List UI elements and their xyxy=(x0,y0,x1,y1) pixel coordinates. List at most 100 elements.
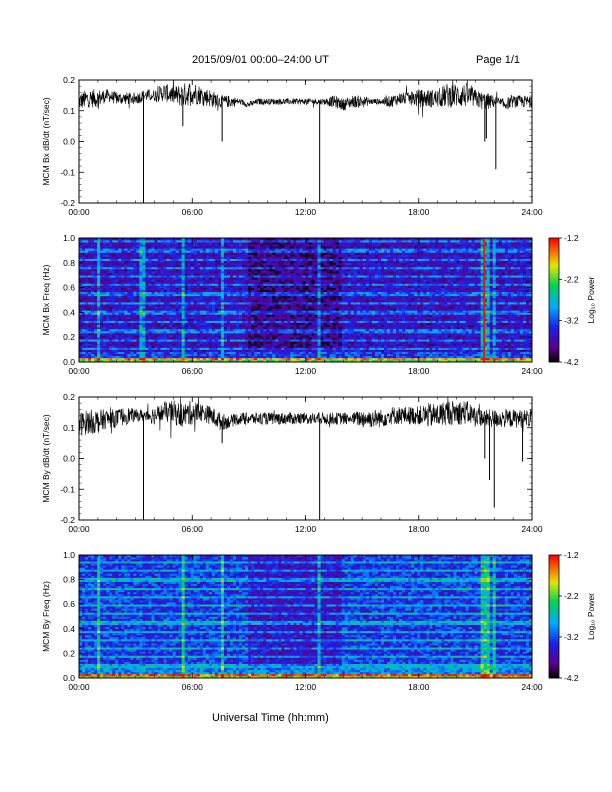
spectrogram-cell xyxy=(293,318,297,321)
spectrogram-cell xyxy=(184,287,189,290)
spectrogram-cell xyxy=(263,333,267,336)
spectrogram-cell xyxy=(139,316,143,319)
spectrogram-cell xyxy=(127,258,131,262)
spectrogram-cell xyxy=(233,256,237,259)
spectrogram-cell xyxy=(169,248,173,251)
spectrogram-cell xyxy=(112,306,116,309)
spectrogram-cell xyxy=(263,289,267,293)
spectrogram-cell xyxy=(248,250,252,253)
spectrogram-cell xyxy=(103,275,107,278)
spectrogram-cell xyxy=(263,297,267,301)
spectrogram-cell xyxy=(97,242,101,245)
spectrogram-cell xyxy=(202,300,207,303)
spectrogram-cell xyxy=(187,302,192,305)
spectrogram-cell xyxy=(112,254,116,257)
spectrogram-cell xyxy=(302,260,306,264)
spectrogram-cell xyxy=(290,271,294,274)
spectrogram-cell xyxy=(242,271,246,274)
spectrogram-cell xyxy=(79,289,83,293)
spectrogram-cell xyxy=(263,320,267,324)
spectrogram-cell xyxy=(260,306,264,309)
spectrogram-cell xyxy=(139,285,143,288)
spectrogram-cell xyxy=(103,355,107,359)
spectrogram-cell xyxy=(269,324,273,328)
spectrogram-cell xyxy=(142,260,146,264)
spectrogram-cell xyxy=(124,266,128,270)
spectrogram-cell xyxy=(233,275,237,278)
spectrogram-cell xyxy=(112,279,116,282)
spectrogram-cell xyxy=(275,242,279,245)
spectrogram-cell xyxy=(124,246,128,249)
spectrogram-cell xyxy=(142,322,146,326)
spectrogram-cell xyxy=(308,287,312,290)
spectrogram-cell xyxy=(112,295,116,299)
spectrogram-cell xyxy=(275,269,279,272)
spectrogram-cell xyxy=(145,264,149,268)
spectrogram-cell xyxy=(311,318,315,321)
spectrogram-cell xyxy=(175,283,179,286)
spectrogram-cell xyxy=(211,289,216,293)
spectrogram-cell xyxy=(118,351,122,355)
spectrogram-cell xyxy=(94,297,98,301)
spectrogram-cell xyxy=(181,275,185,278)
spectrogram-cell xyxy=(82,287,86,290)
spectrogram-cell xyxy=(142,355,146,359)
spectrogram-cell xyxy=(157,304,161,307)
spectrogram-cell xyxy=(187,271,192,274)
spectrogram-cell xyxy=(79,262,83,266)
spectrogram-cell xyxy=(260,281,264,284)
spectrogram-cell xyxy=(175,316,179,319)
spectrogram-cell xyxy=(106,271,110,274)
spectrogram-cell xyxy=(145,326,149,330)
spectrogram-cell xyxy=(106,262,110,266)
spectrogram-cell xyxy=(269,302,273,305)
spectrogram-cell xyxy=(103,300,107,303)
spectrogram-cell xyxy=(254,353,258,357)
spectrogram-cell xyxy=(284,312,288,315)
spectrogram-cell xyxy=(236,353,240,357)
spectrogram-cell xyxy=(205,357,210,361)
spectrogram-cell xyxy=(293,310,297,313)
spectrogram-cell xyxy=(142,287,146,290)
spectrogram-cell xyxy=(187,238,192,241)
spectrogram-cell xyxy=(257,312,261,315)
spectrogram-cell xyxy=(148,266,152,270)
spectrogram-cell xyxy=(106,260,110,264)
spectrogram-cell xyxy=(130,271,134,274)
spectrogram-cell xyxy=(226,345,231,348)
spectrogram-cell xyxy=(320,244,324,247)
spectrogram-cell xyxy=(199,335,204,338)
spectrogram-cell xyxy=(236,273,240,276)
spectrogram-cell xyxy=(127,359,131,363)
spectrogram-cell xyxy=(196,310,201,313)
spectrogram-cell xyxy=(88,281,92,284)
spectrogram-cell xyxy=(299,310,303,313)
spectrogram-cell xyxy=(257,252,261,255)
spectrogram-cell xyxy=(217,256,222,259)
y-tick-label: 0.2 xyxy=(63,75,75,85)
spectrogram-cell xyxy=(145,359,149,363)
spectrogram-cell xyxy=(205,322,210,326)
spectrogram-cell xyxy=(236,277,240,280)
spectrogram-cell xyxy=(205,238,210,241)
spectrogram-cell xyxy=(124,289,128,293)
spectrogram-cell xyxy=(302,254,306,257)
spectrogram-cell xyxy=(133,331,137,334)
spectrogram-cell xyxy=(287,238,291,241)
spectrogram-cell xyxy=(199,337,204,340)
spectrogram-cell xyxy=(79,328,83,332)
spectrogram-cell xyxy=(181,359,185,363)
spectrogram-cell xyxy=(166,246,170,249)
spectrogram-cell xyxy=(239,287,243,290)
spectrogram-cell xyxy=(202,316,207,319)
spectrogram-cell xyxy=(166,287,170,290)
spectrogram-cell xyxy=(305,308,309,311)
spectrogram-cell xyxy=(157,262,161,266)
spectrogram-cell xyxy=(127,333,131,336)
spectrogram-cell xyxy=(94,318,98,321)
spectrogram-cell xyxy=(127,266,131,270)
spectrogram-cell xyxy=(314,324,318,328)
spectrogram-cell xyxy=(257,353,261,357)
spectrogram-cell xyxy=(163,275,167,278)
spectrogram-cell xyxy=(281,262,285,266)
